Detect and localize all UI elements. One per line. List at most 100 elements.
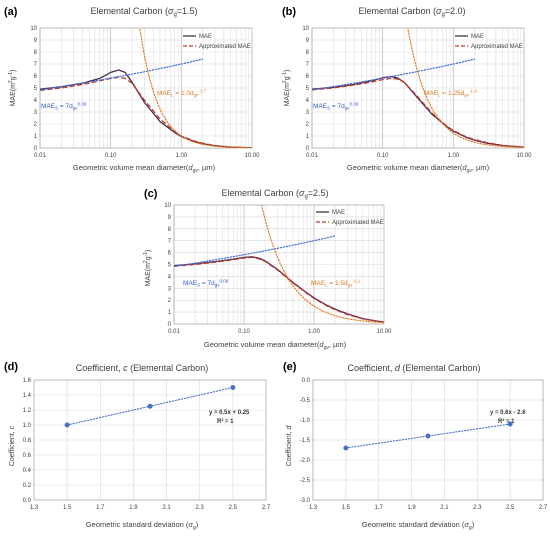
large-size-fit-line bbox=[260, 205, 384, 324]
x-tick-label: 1.5 bbox=[63, 505, 72, 511]
plot-area: 1.3 1.5 1.7 1.9 2.1 2.3 2.5 2.7 -3.0 -2.5 -2.0 -1.5… bbox=[300, 378, 548, 511]
x-tick-label: 2.1 bbox=[440, 505, 449, 511]
y-tick-label: 6 bbox=[34, 74, 38, 80]
y-tick-label: 7 bbox=[168, 239, 172, 245]
x-tick-label: 0.01 bbox=[168, 329, 180, 335]
y-tick-label: 5 bbox=[306, 86, 310, 92]
y-tick-label: -2.5 bbox=[300, 478, 311, 484]
data-point bbox=[425, 433, 431, 439]
x-tick-label: 10.00 bbox=[376, 329, 392, 335]
plot-frame bbox=[33, 379, 267, 501]
x-tick-label: 0.10 bbox=[105, 153, 117, 159]
y-tick-label: -3.0 bbox=[300, 498, 311, 504]
x-tick-label: 0.10 bbox=[238, 329, 250, 335]
chart-title: Elemental Carbon (σg=1.5) bbox=[90, 6, 197, 18]
y-tick-label: 9 bbox=[34, 38, 38, 44]
x-tick-label: 1.9 bbox=[407, 505, 416, 511]
annotation-small-fit: MAES = 7dgv0.08 bbox=[183, 279, 229, 288]
chart-title: Coefficient, d (Elemental Carbon) bbox=[348, 363, 481, 373]
plot-area: 0.01 0.10 1.00 10.00 0 1 2 3 4 5 6 7 8 9 10 bbox=[302, 26, 532, 159]
x-tick-label: 1.3 bbox=[30, 505, 39, 511]
y-tick-label: 6 bbox=[306, 74, 310, 80]
plot-frame bbox=[173, 204, 385, 325]
panel-a: (a) Elemental Carbon (σg=1.5) 0.01 0.10 1.… bbox=[4, 6, 260, 174]
x-axis-label: Geometric standard deviation (σg) bbox=[86, 520, 199, 531]
y-tick-label: 1.0 bbox=[23, 423, 32, 429]
plot-frame bbox=[312, 379, 544, 501]
y-tick-label: 0.0 bbox=[302, 378, 311, 384]
x-tick-label: 0.01 bbox=[306, 153, 318, 159]
y-tick-label: 7 bbox=[34, 62, 38, 68]
y-tick-label: 8 bbox=[306, 50, 310, 56]
y-axis-label: MAE(m2g-1) bbox=[143, 250, 152, 287]
x-tick-label: 1.3 bbox=[309, 505, 318, 511]
x-tick-label: 2.1 bbox=[162, 505, 171, 511]
y-tick-label: -1.0 bbox=[300, 418, 311, 424]
legend: MAE Approximated MAE bbox=[316, 210, 384, 226]
y-tick-label: 10 bbox=[302, 26, 309, 32]
y-tick-label: 0 bbox=[168, 322, 172, 328]
legend-mae-label: MAE bbox=[199, 34, 212, 40]
data-point bbox=[343, 445, 349, 451]
legend: MAE Approximated MAE bbox=[183, 34, 251, 50]
x-tick-label: 2.7 bbox=[539, 505, 548, 511]
panel-letter: (b) bbox=[282, 6, 296, 18]
x-tick-label: 2.3 bbox=[196, 505, 205, 511]
x-tick-label: 10.00 bbox=[516, 153, 532, 159]
y-tick-label: -2.0 bbox=[300, 458, 311, 464]
trendline-equation: y = 0.5x + 0.25 bbox=[209, 410, 250, 416]
y-tick-label: 0.0 bbox=[23, 498, 32, 504]
series-group bbox=[40, 28, 252, 148]
panel-letter: (a) bbox=[4, 6, 18, 18]
panel-e: (e) Coefficient, d (Elemental Carbon) 1.… bbox=[283, 361, 548, 531]
x-tick-label: 1.00 bbox=[175, 153, 187, 159]
y-tick-label: 3 bbox=[306, 110, 310, 116]
legend-approx-label: Approximated MAE bbox=[332, 220, 384, 226]
x-tick-label: 1.7 bbox=[96, 505, 105, 511]
x-tick-label: 1.9 bbox=[129, 505, 138, 511]
x-tick-label: 0.01 bbox=[34, 153, 46, 159]
small-size-fit-line bbox=[174, 235, 336, 267]
y-tick-label: 1 bbox=[168, 310, 172, 316]
data-point bbox=[507, 421, 513, 427]
x-tick-label: 2.5 bbox=[229, 505, 238, 511]
x-tick-label: 10.00 bbox=[244, 153, 260, 159]
y-tick-label: 1.2 bbox=[23, 408, 32, 414]
y-tick-label: 0 bbox=[306, 146, 310, 152]
x-tick-label: 2.7 bbox=[262, 505, 271, 511]
series-group bbox=[312, 28, 524, 148]
data-point bbox=[230, 385, 236, 390]
y-tick-label: 3 bbox=[168, 286, 172, 292]
chart-title: Elemental Carbon (σg=2.0) bbox=[358, 6, 465, 18]
data-point bbox=[147, 403, 153, 409]
y-tick-label: 0.8 bbox=[23, 438, 32, 444]
r-squared: R² = 1 bbox=[217, 418, 234, 425]
plot-area: 1.3 1.5 1.7 1.9 2.1 2.3 2.5 2.7 0.0 0.2 0.4 0.6 0.8 1… bbox=[23, 378, 271, 511]
x-axis-label: Geometric standard deviation (σg) bbox=[362, 520, 475, 531]
legend: MAE Approximated MAE bbox=[455, 34, 523, 50]
x-tick-label: 0.10 bbox=[377, 153, 389, 159]
approximated-mae-line bbox=[40, 76, 252, 148]
y-axis-label: MAE(m2g-1) bbox=[282, 70, 291, 107]
annotation-small-fit: MAES = 7dgv0.08 bbox=[313, 102, 359, 111]
y-tick-label: 0.2 bbox=[23, 483, 32, 489]
legend-approx-label: Approximated MAE bbox=[471, 44, 523, 50]
y-tick-label: 2 bbox=[34, 122, 38, 128]
y-tick-label: 1 bbox=[34, 134, 38, 140]
legend-mae-label: MAE bbox=[332, 210, 345, 216]
large-size-fit-line bbox=[139, 28, 252, 148]
approximated-mae-line bbox=[312, 77, 524, 148]
annotation-small-fit: MAES = 7dgv0.08 bbox=[41, 102, 87, 111]
y-tick-label: -0.5 bbox=[300, 398, 311, 404]
y-tick-label: 4 bbox=[168, 274, 172, 280]
y-tick-label: 0.4 bbox=[23, 468, 32, 474]
y-tick-label: 10 bbox=[30, 26, 37, 32]
y-tick-label: 0 bbox=[34, 146, 38, 152]
trendline-equation: y = 0.6x - 2.6 bbox=[490, 410, 526, 416]
y-tick-label: 9 bbox=[168, 215, 172, 221]
y-tick-label: 0.6 bbox=[23, 453, 32, 459]
plot-frame bbox=[311, 27, 525, 149]
panel-letter: (c) bbox=[144, 188, 158, 200]
y-tick-label: 2 bbox=[306, 122, 310, 128]
